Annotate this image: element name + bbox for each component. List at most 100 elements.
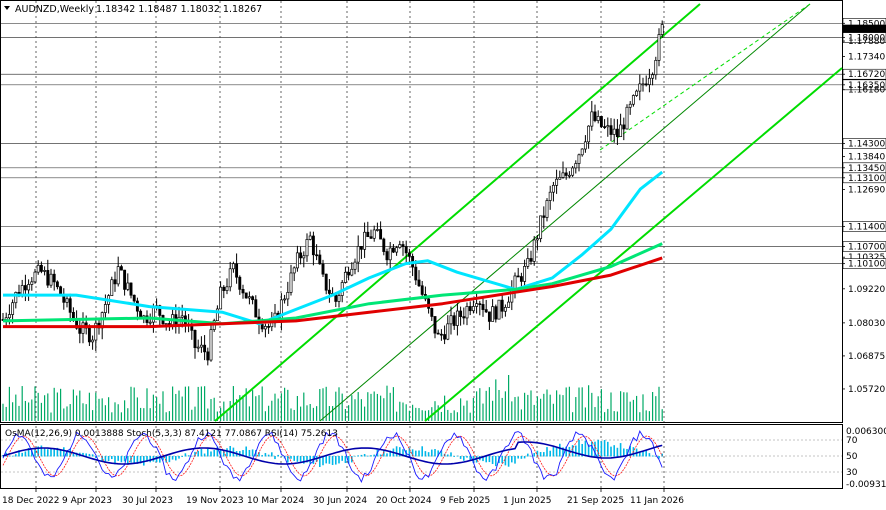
osma-bar bbox=[386, 453, 388, 457]
volume-bar bbox=[216, 411, 218, 421]
osma-bar bbox=[341, 456, 343, 461]
volume-bar bbox=[568, 386, 570, 421]
volume-bar bbox=[540, 398, 542, 421]
volume-bar bbox=[149, 408, 151, 421]
osma-bar bbox=[27, 447, 30, 457]
candle-body bbox=[628, 103, 632, 108]
candle-body bbox=[289, 272, 293, 293]
osma-bar bbox=[642, 450, 644, 457]
candle-body bbox=[36, 264, 40, 273]
volume-bar bbox=[565, 387, 567, 421]
stoch-signal-line bbox=[2, 435, 663, 477]
volume-bar bbox=[332, 406, 334, 421]
volume-bar bbox=[146, 388, 148, 421]
volume-bar bbox=[504, 391, 506, 421]
osma-bar bbox=[575, 445, 577, 457]
osma-bar bbox=[251, 449, 254, 457]
candle-body bbox=[542, 215, 546, 218]
candle-body bbox=[228, 268, 232, 288]
volume-bar bbox=[274, 393, 276, 421]
volume-bar bbox=[18, 405, 20, 421]
indicator-level-label: 50 bbox=[846, 452, 858, 462]
osma-bar bbox=[207, 448, 209, 457]
candle-body bbox=[635, 90, 639, 96]
volume-bar bbox=[584, 407, 586, 421]
osma-bar bbox=[536, 450, 539, 457]
indicator-scale-bottom: -0.009311 bbox=[846, 480, 886, 490]
volume-bar bbox=[517, 396, 519, 421]
volume-bar bbox=[661, 409, 663, 421]
candle-body bbox=[391, 247, 395, 253]
osma-bar bbox=[482, 456, 484, 462]
osma-bar bbox=[351, 456, 353, 463]
candle-body bbox=[500, 299, 504, 312]
volume-bar bbox=[511, 401, 513, 421]
candle-body bbox=[231, 263, 235, 270]
osma-bar bbox=[104, 456, 107, 463]
volume-bar bbox=[312, 407, 314, 421]
candle-body bbox=[14, 292, 18, 304]
candle-body bbox=[587, 125, 591, 143]
osma-bar bbox=[591, 441, 593, 457]
volume-bar bbox=[508, 375, 510, 421]
candle-body bbox=[436, 332, 440, 335]
osma-bar bbox=[280, 456, 283, 457]
candle-body bbox=[420, 285, 424, 295]
volume-bar bbox=[12, 402, 14, 421]
osma-bar bbox=[165, 456, 167, 463]
volume-bar bbox=[156, 397, 158, 421]
osma-bar bbox=[184, 453, 187, 457]
candle-body bbox=[491, 306, 495, 322]
osma-bar bbox=[639, 452, 641, 457]
volume-bar bbox=[360, 399, 362, 421]
candle-body bbox=[94, 322, 98, 341]
volume-bar bbox=[152, 394, 154, 421]
candle-body bbox=[62, 295, 66, 303]
candle-body bbox=[305, 239, 309, 257]
osma-bar bbox=[325, 456, 327, 464]
volume-bar bbox=[284, 387, 286, 421]
osma-bar bbox=[197, 450, 199, 457]
candle-body bbox=[427, 298, 431, 309]
candle-body bbox=[110, 279, 114, 296]
candle-body bbox=[513, 275, 517, 289]
volume-bar bbox=[418, 408, 420, 421]
candle-body bbox=[641, 83, 645, 86]
osma-bar bbox=[507, 456, 510, 467]
volume-bar bbox=[578, 387, 580, 421]
volume-bar bbox=[562, 395, 564, 421]
candle-body bbox=[555, 178, 559, 186]
osma-bar bbox=[447, 454, 449, 457]
volume-bar bbox=[24, 400, 26, 421]
candle-body bbox=[651, 74, 655, 79]
volume-bar bbox=[303, 392, 305, 421]
dropdown-triangle-icon[interactable] bbox=[4, 6, 10, 10]
osma-bar bbox=[287, 456, 289, 463]
candle-body bbox=[129, 282, 133, 296]
osma-bar bbox=[379, 454, 382, 457]
candle-body bbox=[609, 125, 613, 135]
osma-bar bbox=[501, 456, 503, 464]
osma-bar bbox=[123, 456, 126, 462]
candle-body bbox=[113, 279, 117, 285]
candle-body bbox=[494, 306, 498, 320]
osma-bar bbox=[88, 453, 91, 457]
volume-bar bbox=[213, 397, 215, 421]
candle-body bbox=[238, 276, 242, 290]
osma-bar bbox=[530, 455, 532, 457]
volume-bar bbox=[658, 386, 660, 421]
osma-bar bbox=[47, 449, 49, 457]
osma-bar bbox=[578, 439, 580, 457]
volume-bar bbox=[543, 393, 545, 421]
volume-bar bbox=[549, 394, 551, 421]
osma-bar bbox=[203, 453, 206, 457]
volume-bar bbox=[2, 403, 4, 421]
volume-bar bbox=[47, 393, 49, 421]
osma-bar bbox=[11, 455, 14, 457]
osma-bar bbox=[603, 440, 606, 457]
osma-bar bbox=[581, 443, 583, 457]
volume-bar bbox=[524, 392, 526, 421]
volume-bar bbox=[447, 409, 449, 421]
candle-body bbox=[548, 191, 552, 201]
channel-mid-dashed-line bbox=[319, 3, 811, 422]
